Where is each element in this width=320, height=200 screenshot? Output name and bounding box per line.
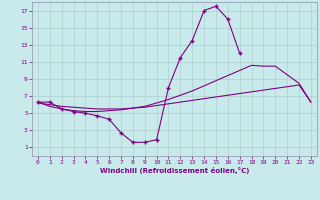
X-axis label: Windchill (Refroidissement éolien,°C): Windchill (Refroidissement éolien,°C) [100,167,249,174]
